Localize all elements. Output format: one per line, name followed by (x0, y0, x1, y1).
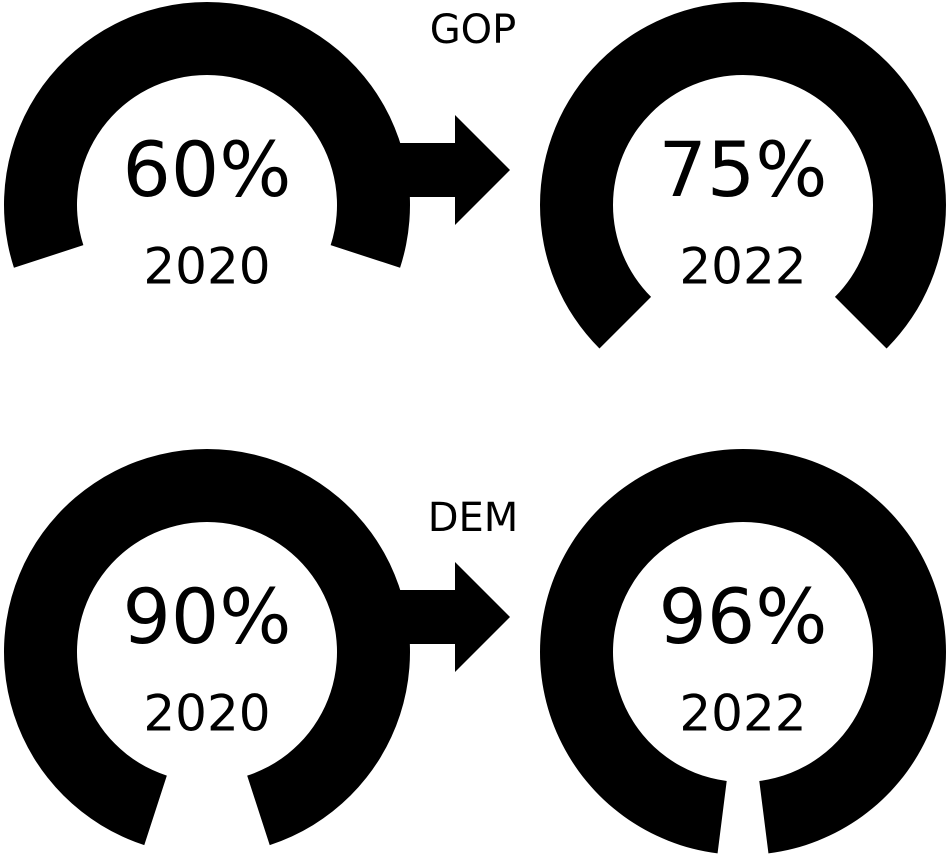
group-title: GOP (430, 7, 517, 53)
gauge-arc (540, 449, 947, 854)
year-label: 2022 (679, 238, 806, 296)
year-label: 2020 (143, 238, 270, 296)
gauge-arc (3, 1, 411, 268)
group-title: DEM (428, 495, 519, 541)
value-label: 75% (659, 125, 828, 214)
arrow (400, 115, 510, 225)
value-label: 60% (123, 125, 292, 214)
gauge-arc (540, 1, 946, 349)
arrow (400, 562, 510, 672)
value-label: 90% (123, 572, 292, 661)
gauge-arc (3, 448, 411, 846)
year-label: 2020 (143, 685, 270, 743)
value-label: 96% (659, 572, 828, 661)
year-label: 2022 (679, 685, 806, 743)
